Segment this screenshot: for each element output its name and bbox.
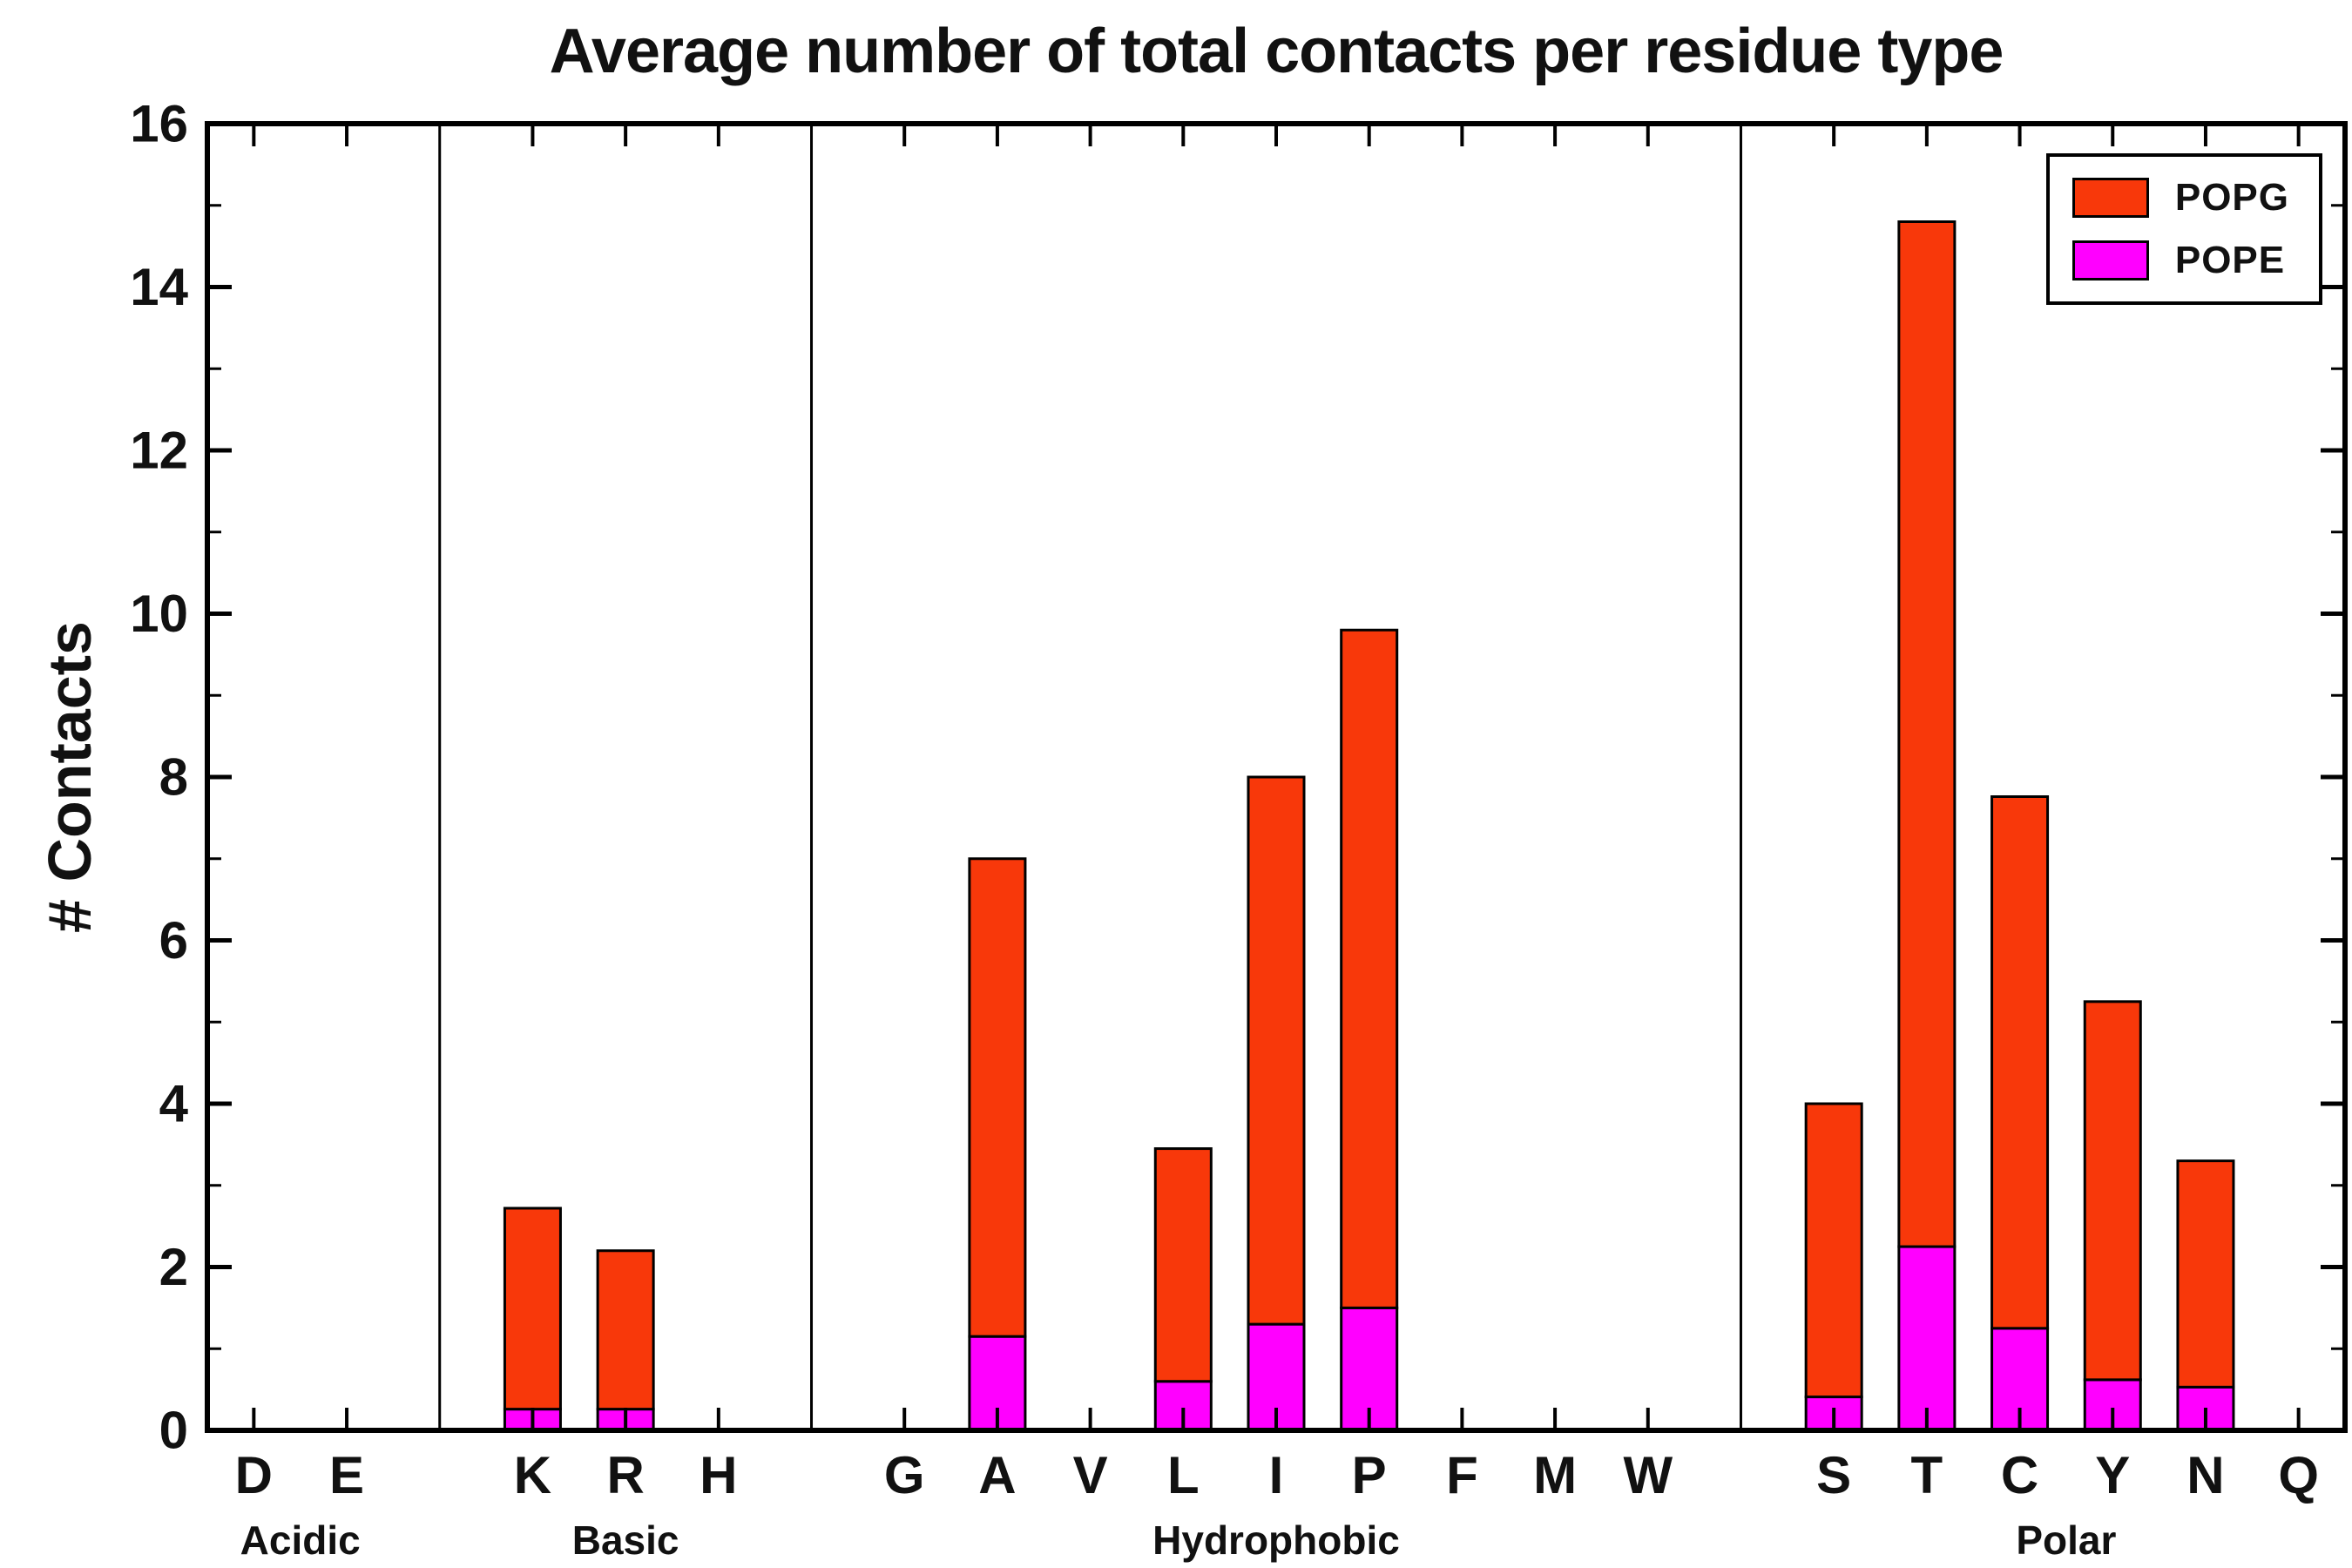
bar-popg-A xyxy=(968,857,1027,1338)
ytick-label-12: 12 xyxy=(130,422,188,480)
popg-swatch xyxy=(2072,178,2149,218)
residue-label-V: V xyxy=(1073,1446,1108,1504)
ytick-label-8: 8 xyxy=(159,748,188,807)
residue-label-I: I xyxy=(1269,1446,1284,1504)
legend-item-popg: POPG xyxy=(2072,176,2289,220)
ytick-label-2: 2 xyxy=(159,1238,188,1296)
bar-popg-I xyxy=(1247,775,1306,1326)
residue-label-T: T xyxy=(1911,1446,1943,1504)
residue-label-P: P xyxy=(1352,1446,1387,1504)
residue-label-K: K xyxy=(514,1446,551,1504)
bar-popg-Y xyxy=(2083,1000,2142,1382)
ytick-label-0: 0 xyxy=(159,1402,188,1460)
bar-popg-R xyxy=(596,1249,655,1411)
bar-popg-N xyxy=(2176,1159,2235,1389)
bar-popg-L xyxy=(1153,1147,1213,1383)
residue-label-G: G xyxy=(884,1446,925,1504)
chart-title: Average number of total contacts per res… xyxy=(549,17,2004,86)
legend: POPG POPE xyxy=(2045,153,2322,305)
bar-pope-T xyxy=(1897,1245,1957,1432)
bar-popg-C xyxy=(1990,795,2050,1330)
residue-label-H: H xyxy=(700,1446,737,1504)
residue-label-C: C xyxy=(2001,1446,2038,1504)
residue-label-Q: Q xyxy=(2278,1446,2319,1504)
residue-label-F: F xyxy=(1446,1446,1478,1504)
residue-label-D: D xyxy=(235,1446,273,1504)
group-label-basic: Basic xyxy=(572,1517,679,1563)
group-label-hydrophobic: Hydrophobic xyxy=(1152,1517,1400,1563)
residue-label-E: E xyxy=(329,1446,364,1504)
pope-swatch xyxy=(2072,240,2149,280)
group-label-polar: Polar xyxy=(2016,1517,2116,1563)
ytick-label-6: 6 xyxy=(159,911,188,970)
bar-popg-P xyxy=(1340,628,1399,1309)
bar-popg-S xyxy=(1804,1102,1863,1399)
ytick-label-4: 4 xyxy=(159,1075,189,1133)
ytick-label-10: 10 xyxy=(130,585,188,643)
legend-item-pope: POPE xyxy=(2072,239,2289,282)
residue-label-Y: Y xyxy=(2095,1446,2130,1504)
ytick-label-14: 14 xyxy=(130,258,188,316)
bar-popg-T xyxy=(1897,220,1957,1248)
residue-label-N: N xyxy=(2186,1446,2224,1504)
legend-label-pope: POPE xyxy=(2174,239,2286,281)
residue-label-L: L xyxy=(1167,1446,1200,1504)
residue-label-R: R xyxy=(606,1446,644,1504)
residue-label-S: S xyxy=(1816,1446,1851,1504)
ytick-label-16: 16 xyxy=(130,95,188,153)
bar-popg-K xyxy=(503,1206,562,1411)
residue-label-M: M xyxy=(1533,1446,1577,1504)
residue-label-W: W xyxy=(1623,1446,1673,1504)
legend-label-popg: POPG xyxy=(2174,176,2289,219)
group-label-acidic: Acidic xyxy=(240,1517,361,1563)
residue-label-A: A xyxy=(978,1446,1016,1504)
